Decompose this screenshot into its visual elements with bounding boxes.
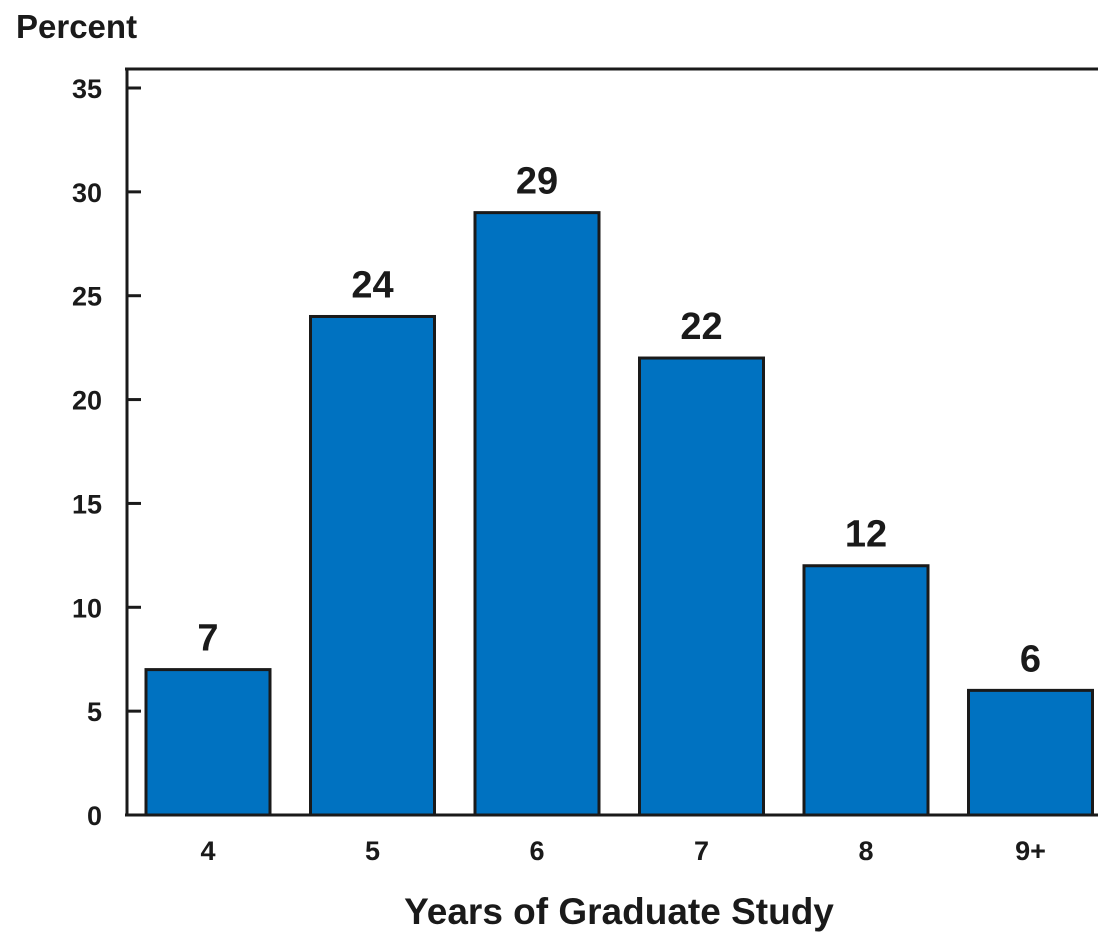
x-tick-label: 5: [365, 836, 380, 866]
value-labels: 7 24 29 22 12 6: [197, 161, 1041, 681]
x-tick-label: 6: [529, 836, 544, 866]
value-label: 29: [516, 161, 558, 203]
y-ticks: 0 5 10 15 20 25 30 35: [72, 74, 141, 831]
y-tick-label: 35: [72, 74, 102, 104]
x-tick-label: 7: [694, 836, 709, 866]
bar-6: [473, 211, 601, 817]
y-tick-label: 30: [72, 178, 102, 208]
y-tick-label: 10: [72, 593, 102, 623]
value-label: 12: [845, 514, 887, 556]
value-label: 22: [680, 306, 722, 348]
y-tick-label: 0: [87, 801, 102, 831]
y-tick-label: 20: [72, 386, 102, 416]
y-tick-label: 5: [87, 697, 102, 727]
y-axis-label: Percent: [16, 8, 137, 45]
x-axis-label: Years of Graduate Study: [404, 891, 834, 932]
bar-5: [309, 314, 436, 817]
x-tick-label: 9+: [1015, 836, 1046, 866]
x-tick-label: 4: [200, 836, 215, 866]
value-label: 6: [1020, 638, 1041, 680]
bar-9plus: [967, 688, 1094, 817]
y-tick-label: 15: [72, 489, 102, 519]
x-ticks: 4 5 6 7 8 9+: [200, 836, 1045, 866]
x-tick-label: 8: [858, 836, 873, 866]
value-label: 24: [351, 264, 393, 306]
bar-7: [638, 356, 765, 817]
bar-4: [144, 668, 272, 817]
bars-group: [144, 211, 1094, 817]
bar-8: [802, 564, 930, 817]
value-label: 7: [197, 618, 218, 660]
y-tick-label: 25: [72, 282, 102, 312]
